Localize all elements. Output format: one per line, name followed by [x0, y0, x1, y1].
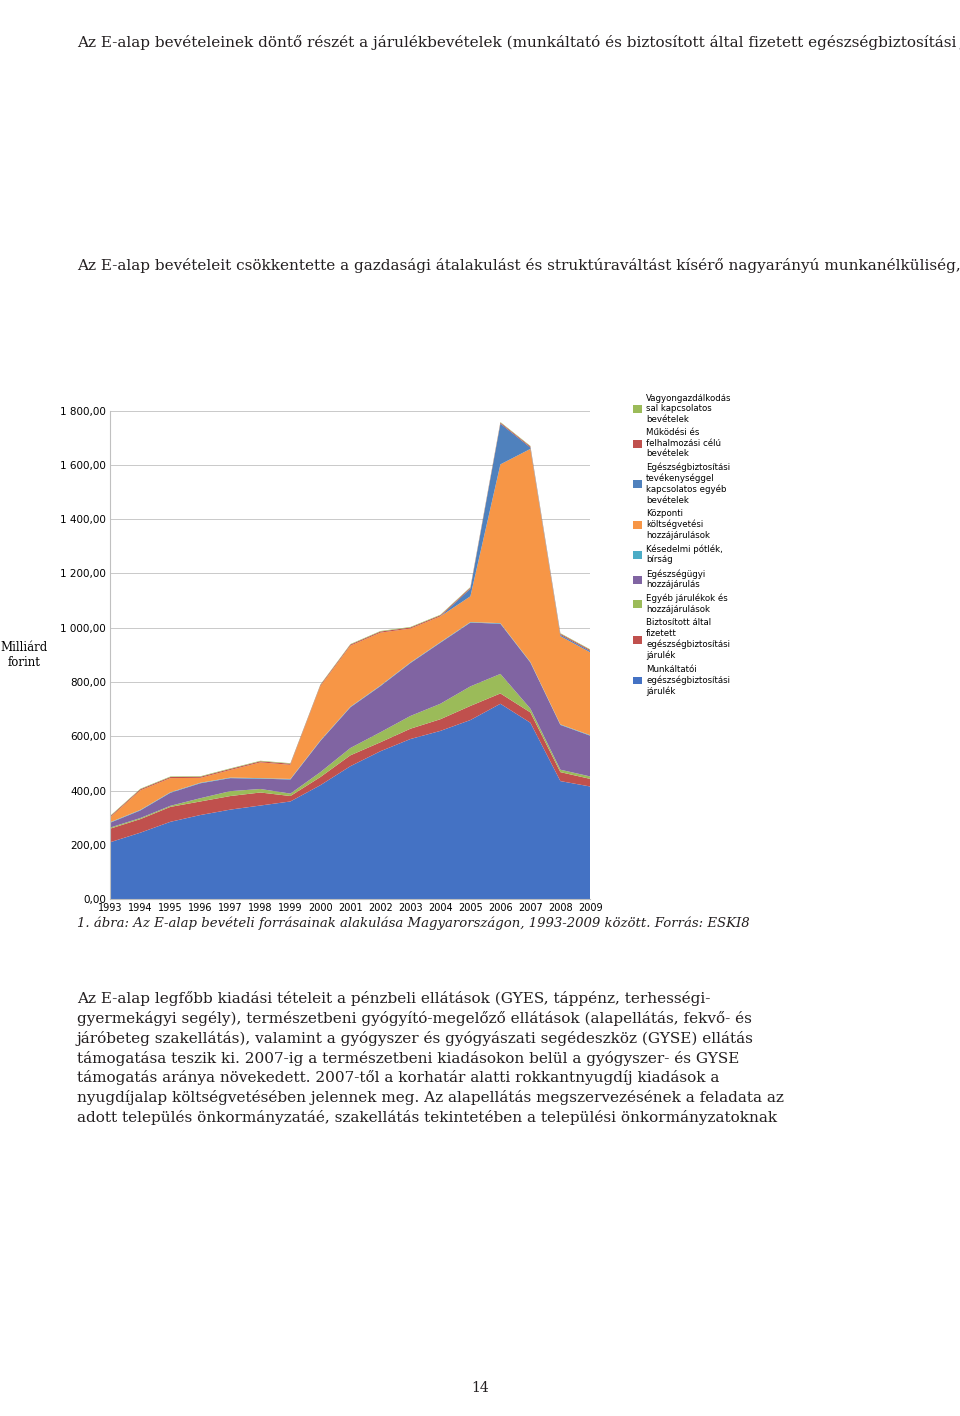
Text: 14: 14: [471, 1381, 489, 1395]
Text: 1. ábra: Az E-alap bevételi forrásainak alakulása Magyarországon, 1993-2009 közö: 1. ábra: Az E-alap bevételi forrásainak …: [77, 916, 750, 930]
Text: Az E-alap bevételeinek döntő részét a járulékbevételek (munkáltató és biztosítot: Az E-alap bevételeinek döntő részét a já…: [77, 35, 960, 51]
Text: Az E-alap legfőbb kiadási tételeit a pénzbeli ellátások (GYES, táppénz, terhessé: Az E-alap legfőbb kiadási tételeit a pén…: [77, 991, 783, 1124]
Text: Milliárd
forint: Milliárd forint: [0, 641, 48, 668]
Text: Az E-alap bevételeit csökkentette a gazdasági átalakulást és struktúraváltást kí: Az E-alap bevételeit csökkentette a gazd…: [77, 258, 960, 273]
Legend: Vagyongazdálkodás
sal kapcsolatos
bevételek, Működési és
felhalmozási célú
bevét: Vagyongazdálkodás sal kapcsolatos bevéte…: [633, 394, 732, 695]
